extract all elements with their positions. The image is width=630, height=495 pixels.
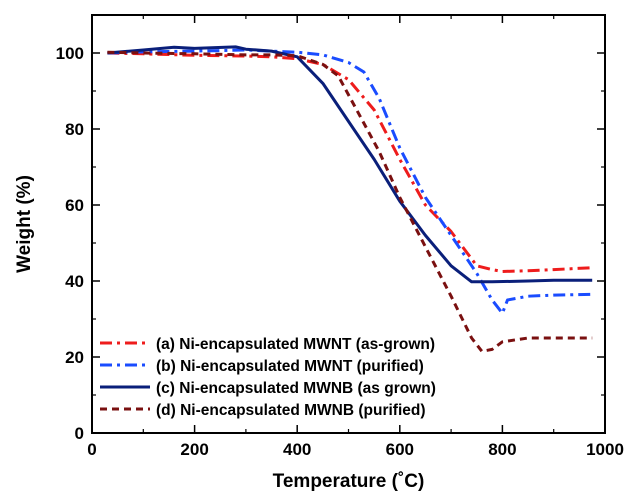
y-tick-label: 20 [65, 348, 84, 367]
y-tick-label: 40 [65, 272, 84, 291]
y-axis-title: Weight (%) [14, 175, 35, 273]
series-lines [107, 45, 593, 353]
x-tick-label: 600 [386, 440, 414, 459]
y-tick-label: 0 [75, 424, 84, 443]
x-tick-label: 400 [283, 440, 311, 459]
x-tick-label: 0 [87, 440, 96, 459]
series-line-4 [107, 50, 593, 353]
y-tick-label: 100 [56, 44, 84, 63]
x-tick-label: 1000 [586, 440, 624, 459]
x-tick-label: 200 [180, 440, 208, 459]
legend-label-3: (c) Ni-encapsulated MWNB (as grown) [156, 380, 436, 397]
legend-label-4: (d) Ni-encapsulated MWNB (purified) [156, 402, 426, 419]
series-line-2 [107, 48, 593, 315]
plot-frame [91, 14, 606, 434]
legend: (a) Ni-encapsulated MWNT (as-grown) (b) N… [100, 336, 436, 419]
y-tick-label: 80 [65, 120, 84, 139]
series-line-3 [107, 45, 593, 284]
legend-label-1: (a) Ni-encapsulated MWNT (as-grown) [156, 336, 435, 353]
y-tick-label: 60 [65, 196, 84, 215]
series-line-1 [107, 51, 593, 273]
x-axis-title: Temperature (˚C) [273, 471, 425, 492]
x-tick-label: 800 [488, 440, 516, 459]
legend-label-2: (b) Ni-encapsulated MWNT (purified) [156, 358, 424, 375]
